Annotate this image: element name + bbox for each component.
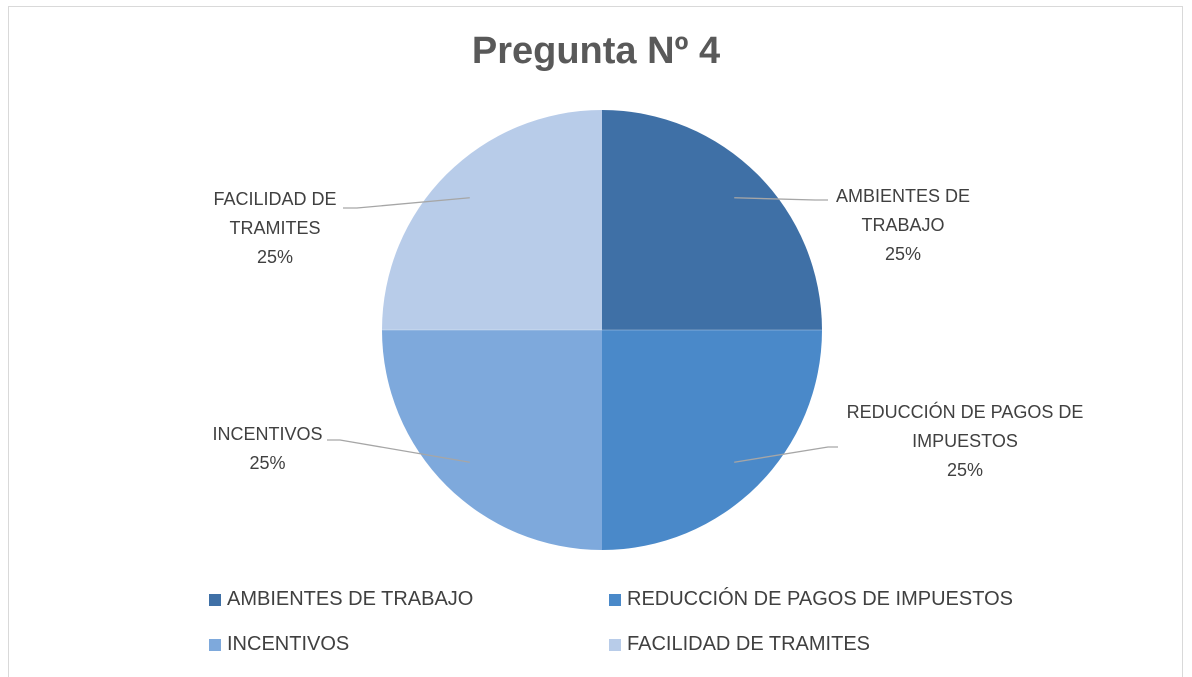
data-label-category: INCENTIVOS <box>212 424 323 444</box>
legend-item: AMBIENTES DE TRABAJO <box>209 588 473 611</box>
data-label-value: 25% <box>946 460 984 480</box>
pie-slice <box>382 330 602 550</box>
data-label-category: AMBIENTES DE TRABAJO <box>835 186 971 235</box>
legend-label: REDUCCIÓN DE PAGOS DE IMPUESTOS <box>627 588 1013 610</box>
data-label: REDUCCIÓN DE PAGOS DE IMPUESTOS 25% <box>835 398 1095 485</box>
leader-line <box>734 446 838 463</box>
chart-frame <box>8 6 1183 677</box>
pie-slice <box>602 110 822 330</box>
legend-label: AMBIENTES DE TRABAJO <box>227 588 474 610</box>
legend-label: FACILIDAD DE TRAMITES <box>627 633 871 655</box>
legend-swatch <box>209 593 221 606</box>
leader-line <box>343 197 470 209</box>
data-label-value: 25% <box>249 453 286 473</box>
data-label-value: 25% <box>256 247 294 267</box>
legend-label: INCENTIVOS <box>227 633 350 655</box>
pie-slice <box>382 110 602 330</box>
leader-line <box>327 439 470 463</box>
chart-title: Pregunta Nº 4 <box>471 30 721 72</box>
pie-slice <box>602 330 822 550</box>
legend-item: INCENTIVOS <box>209 633 349 656</box>
leader-line <box>734 197 828 201</box>
legend-item: FACILIDAD DE TRAMITES <box>609 633 870 656</box>
data-label-category: REDUCCIÓN DE PAGOS DE IMPUESTOS <box>846 402 1084 451</box>
data-label-value: 25% <box>884 244 922 264</box>
data-label: FACILIDAD DE TRAMITES 25% <box>185 185 365 272</box>
legend-swatch <box>609 593 621 606</box>
data-label: AMBIENTES DE TRABAJO 25% <box>823 182 983 269</box>
legend-swatch <box>609 638 621 651</box>
legend-swatch <box>209 638 221 651</box>
data-label-category: FACILIDAD DE TRAMITES <box>213 189 337 238</box>
data-label: INCENTIVOS 25% <box>180 420 355 478</box>
legend-item: REDUCCIÓN DE PAGOS DE IMPUESTOS <box>609 588 1013 611</box>
